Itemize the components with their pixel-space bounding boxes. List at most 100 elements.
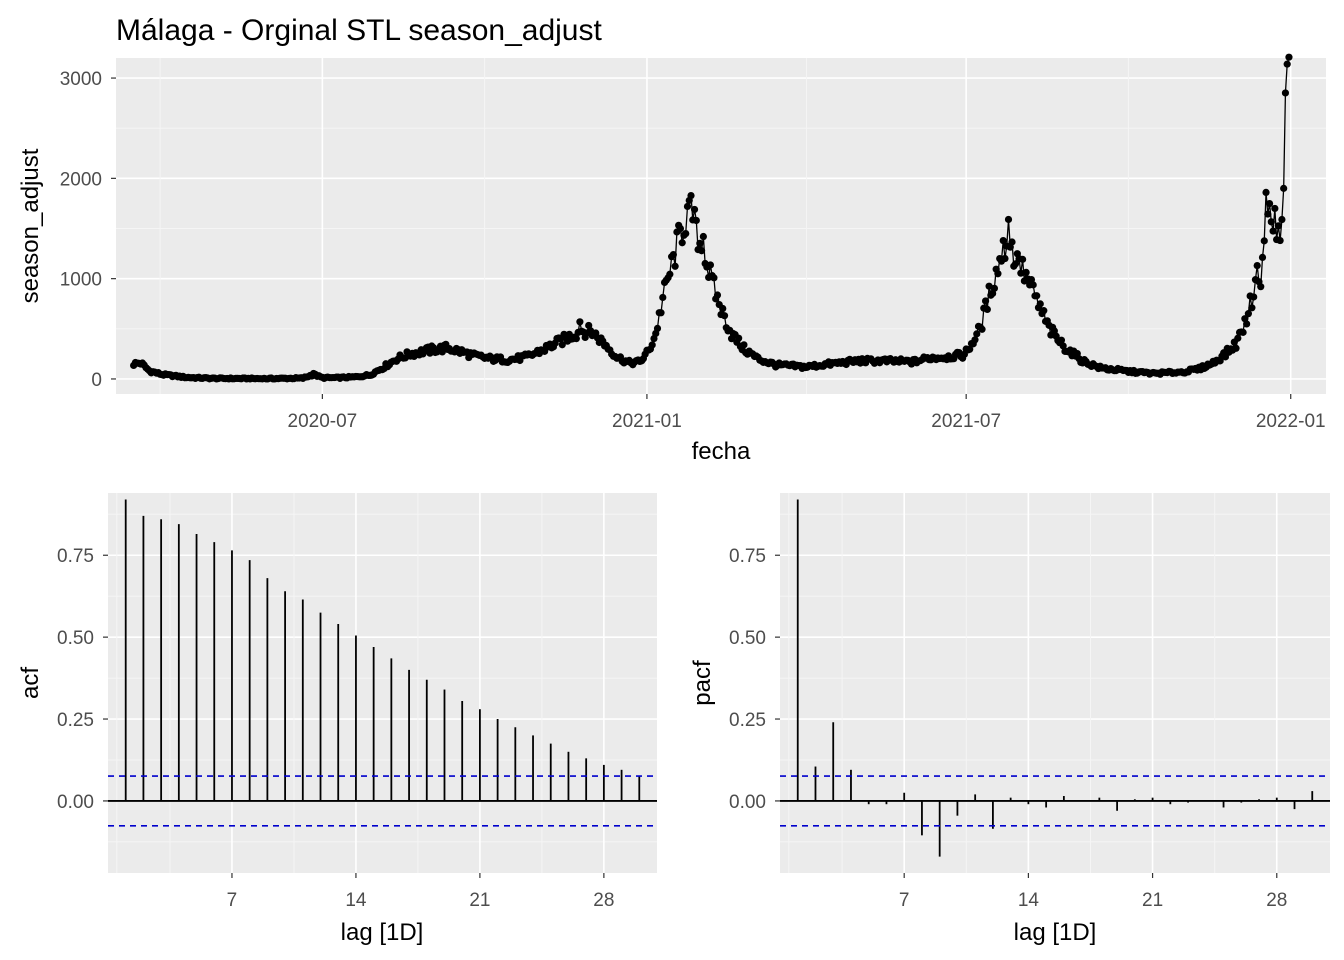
data-point bbox=[1274, 222, 1282, 230]
acf-x-tick-label-21: 21 bbox=[469, 890, 490, 911]
data-point bbox=[981, 297, 990, 305]
data-point bbox=[572, 335, 580, 343]
data-point bbox=[653, 324, 662, 333]
data-point bbox=[990, 284, 999, 292]
y-tick-label-3000: 3000 bbox=[60, 69, 102, 90]
chart-title: Málaga - Orginal STL season_adjust bbox=[116, 14, 602, 47]
data-point bbox=[1276, 236, 1284, 245]
pacf-x-tick-label-28: 28 bbox=[1266, 890, 1287, 911]
data-point bbox=[558, 341, 566, 349]
data-point bbox=[713, 291, 722, 299]
y-axis-title: season_adjust bbox=[17, 148, 44, 303]
data-point bbox=[1057, 336, 1066, 344]
data-point bbox=[1280, 184, 1288, 192]
data-point bbox=[698, 247, 706, 255]
data-point bbox=[1040, 307, 1048, 315]
data-point bbox=[1017, 269, 1025, 277]
data-point bbox=[1248, 304, 1256, 312]
acf-y-axis-title: acf bbox=[17, 667, 44, 699]
data-point bbox=[682, 229, 690, 238]
data-point bbox=[659, 293, 667, 302]
acf-x-tick-label-28: 28 bbox=[593, 890, 614, 911]
data-point bbox=[1257, 283, 1265, 291]
acf-x-tick-label-14: 14 bbox=[345, 890, 367, 911]
data-point bbox=[1244, 310, 1252, 318]
acf-plot-area bbox=[108, 493, 657, 873]
data-point bbox=[648, 341, 656, 349]
data-point bbox=[1285, 53, 1293, 61]
data-point bbox=[740, 341, 748, 349]
acf-y-tick-label-025: 0.25 bbox=[57, 710, 94, 731]
acf-y-tick-label-0: 0.00 bbox=[57, 792, 94, 813]
data-point bbox=[994, 270, 1002, 278]
season-adjust-series bbox=[130, 53, 1293, 383]
data-point bbox=[1022, 268, 1030, 276]
data-point bbox=[1004, 215, 1013, 224]
data-point bbox=[696, 239, 704, 247]
data-point bbox=[719, 304, 727, 313]
time-series-x-axis: 2020-07 2021-01 2021-07 2022-01 bbox=[288, 394, 1326, 432]
pacf-y-axis: 0.00 0.25 0.50 0.75 bbox=[729, 546, 780, 813]
data-point bbox=[971, 336, 979, 344]
data-point bbox=[735, 334, 743, 342]
pacf-x-tick-label-21: 21 bbox=[1142, 890, 1163, 911]
data-point bbox=[1258, 253, 1267, 261]
data-point bbox=[983, 305, 991, 313]
pacf-plot-area bbox=[780, 493, 1330, 873]
data-point bbox=[999, 236, 1007, 245]
data-point bbox=[683, 202, 692, 211]
data-point bbox=[699, 232, 707, 241]
pacf-x-tick-label-7: 7 bbox=[899, 890, 910, 911]
acf-panel: 7 14 21 28 0.00 0.25 0.50 0.75 lag [1D] … bbox=[17, 493, 657, 946]
data-point bbox=[1243, 320, 1251, 328]
data-point bbox=[1029, 281, 1037, 289]
data-point bbox=[1033, 292, 1041, 300]
data-point bbox=[576, 318, 584, 326]
data-point bbox=[720, 312, 729, 320]
data-point bbox=[1283, 60, 1291, 68]
pacf-y-axis-title: pacf bbox=[689, 660, 716, 706]
data-point bbox=[687, 191, 695, 200]
data-point bbox=[978, 325, 986, 333]
pacf-bars bbox=[780, 499, 1330, 857]
x-tick-label-2021-01: 2021-01 bbox=[612, 411, 682, 432]
data-point bbox=[1281, 89, 1290, 97]
data-point bbox=[1269, 227, 1277, 235]
pacf-x-axis-title: lag [1D] bbox=[1014, 919, 1097, 946]
data-point bbox=[1001, 254, 1009, 263]
pacf-x-axis: 7 14 21 28 bbox=[899, 873, 1287, 911]
pacf-gridlines bbox=[780, 493, 1330, 873]
acf-y-axis: 0.00 0.25 0.50 0.75 bbox=[57, 546, 108, 813]
x-tick-label-2021-07: 2021-07 bbox=[931, 411, 1001, 432]
data-point bbox=[1271, 204, 1279, 213]
y-tick-label-2000: 2000 bbox=[60, 169, 102, 190]
time-series-y-axis: 0 1000 2000 3000 bbox=[60, 69, 116, 391]
data-point bbox=[1264, 210, 1272, 218]
acf-bars bbox=[108, 499, 657, 827]
data-point bbox=[692, 216, 700, 225]
data-point bbox=[1278, 215, 1286, 224]
data-point bbox=[1253, 261, 1261, 270]
data-point bbox=[1260, 237, 1268, 245]
data-point bbox=[706, 261, 715, 269]
acf-y-tick-label-050: 0.50 bbox=[57, 628, 94, 649]
x-axis-title: fecha bbox=[692, 438, 751, 465]
data-point bbox=[966, 345, 974, 353]
data-point bbox=[678, 239, 686, 247]
pacf-panel: 7 14 21 28 0.00 0.25 0.50 0.75 lag [1D] … bbox=[689, 493, 1330, 946]
pacf-y-tick-label-075: 0.75 bbox=[729, 546, 766, 567]
x-tick-label-2020-07: 2020-07 bbox=[288, 411, 358, 432]
data-point bbox=[1008, 238, 1016, 246]
data-point bbox=[973, 330, 981, 338]
data-point bbox=[676, 224, 685, 233]
data-point bbox=[1267, 218, 1275, 226]
pacf-y-tick-label-025: 0.25 bbox=[729, 710, 766, 731]
acf-x-axis: 7 14 21 28 bbox=[227, 873, 614, 911]
data-point bbox=[710, 274, 718, 282]
data-point bbox=[1036, 300, 1044, 308]
data-point bbox=[1262, 188, 1270, 196]
data-point bbox=[666, 270, 674, 278]
acf-x-tick-label-7: 7 bbox=[227, 890, 238, 911]
acf-y-tick-label-075: 0.75 bbox=[57, 546, 94, 567]
